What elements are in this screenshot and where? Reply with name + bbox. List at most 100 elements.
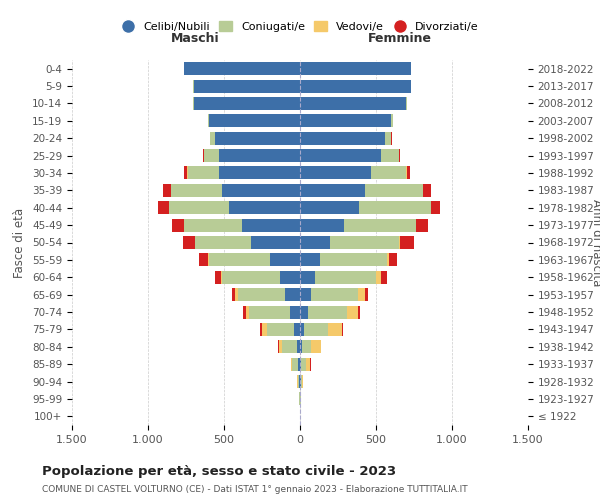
Bar	[208, 254, 209, 266]
Bar	[399, 236, 400, 249]
Bar	[203, 149, 204, 162]
Bar	[260, 323, 262, 336]
Bar	[238, 288, 285, 301]
Bar	[278, 340, 279, 353]
Bar	[386, 254, 389, 266]
Bar	[184, 166, 187, 179]
Bar	[262, 323, 266, 336]
Bar	[300, 218, 344, 232]
Bar	[344, 218, 416, 232]
Bar	[172, 218, 184, 232]
Bar	[311, 288, 358, 301]
Bar	[328, 323, 342, 336]
Bar	[242, 218, 300, 232]
Bar	[204, 149, 220, 162]
Bar	[199, 254, 208, 266]
Bar	[297, 340, 300, 353]
Bar	[269, 254, 300, 266]
Bar	[171, 184, 223, 197]
Bar	[300, 114, 391, 128]
Bar	[184, 62, 300, 75]
Text: COMUNE DI CASTEL VOLTURNO (CE) - Dati ISTAT 1° gennaio 2023 - Elaborazione TUTTI: COMUNE DI CASTEL VOLTURNO (CE) - Dati IS…	[42, 485, 467, 494]
Bar	[215, 270, 221, 284]
Bar	[300, 375, 301, 388]
Y-axis label: Fasce di età: Fasce di età	[13, 208, 26, 278]
Bar	[220, 149, 300, 162]
Bar	[211, 132, 215, 144]
Bar	[300, 132, 385, 144]
Bar	[315, 270, 376, 284]
Bar	[246, 306, 249, 318]
Bar	[365, 288, 368, 301]
Bar	[300, 166, 371, 179]
Bar	[194, 80, 300, 92]
Bar	[290, 306, 300, 318]
Bar	[243, 306, 246, 318]
Bar	[416, 218, 428, 232]
Bar	[300, 254, 320, 266]
Bar	[251, 236, 300, 249]
Bar	[380, 270, 386, 284]
Bar	[300, 306, 308, 318]
Bar	[300, 97, 406, 110]
Bar	[371, 166, 406, 179]
Bar	[301, 375, 302, 388]
Bar	[365, 184, 423, 197]
Bar	[182, 236, 194, 249]
Text: Popolazione per età, sesso e stato civile - 2023: Popolazione per età, sesso e stato civil…	[42, 465, 396, 478]
Bar	[320, 254, 386, 266]
Bar	[298, 358, 300, 370]
Bar	[431, 201, 440, 214]
Bar	[158, 201, 169, 214]
Bar	[385, 132, 391, 144]
Bar	[300, 201, 359, 214]
Bar	[300, 340, 302, 353]
Bar	[424, 184, 431, 197]
Bar	[215, 132, 300, 144]
Bar	[223, 270, 280, 284]
Bar	[407, 166, 410, 179]
Bar	[280, 270, 300, 284]
Bar	[391, 114, 393, 128]
Bar	[358, 288, 365, 301]
Bar	[300, 184, 365, 197]
Bar	[221, 270, 223, 284]
Bar	[223, 184, 300, 197]
Bar	[300, 62, 411, 75]
Bar	[399, 149, 400, 162]
Bar	[376, 270, 380, 284]
Bar	[380, 149, 399, 162]
Bar	[208, 114, 209, 128]
Bar	[249, 306, 290, 318]
Bar	[311, 340, 320, 353]
Bar	[359, 201, 431, 214]
Bar	[169, 201, 229, 214]
Bar	[209, 254, 269, 266]
Bar	[297, 375, 298, 388]
Bar	[300, 149, 380, 162]
Bar	[300, 236, 331, 249]
Bar	[209, 114, 300, 128]
Bar	[285, 288, 300, 301]
Bar	[188, 166, 220, 179]
Bar	[308, 306, 347, 318]
Legend: Celibi/Nubili, Coniugati/e, Vedovi/e, Divorziati/e: Celibi/Nubili, Coniugati/e, Vedovi/e, Di…	[118, 18, 482, 36]
Bar	[229, 201, 300, 214]
Bar	[301, 358, 306, 370]
Bar	[302, 340, 311, 353]
Text: Maschi: Maschi	[171, 32, 220, 46]
Bar	[400, 236, 414, 249]
Bar	[266, 323, 294, 336]
Bar	[298, 375, 299, 388]
Bar	[282, 340, 297, 353]
Bar	[294, 323, 300, 336]
Bar	[300, 80, 411, 92]
Bar	[235, 288, 238, 301]
Bar	[358, 306, 360, 318]
Text: Femmine: Femmine	[368, 32, 433, 46]
Bar	[347, 306, 358, 318]
Bar	[292, 358, 298, 370]
Bar	[300, 323, 304, 336]
Bar	[220, 166, 300, 179]
Bar	[195, 236, 251, 249]
